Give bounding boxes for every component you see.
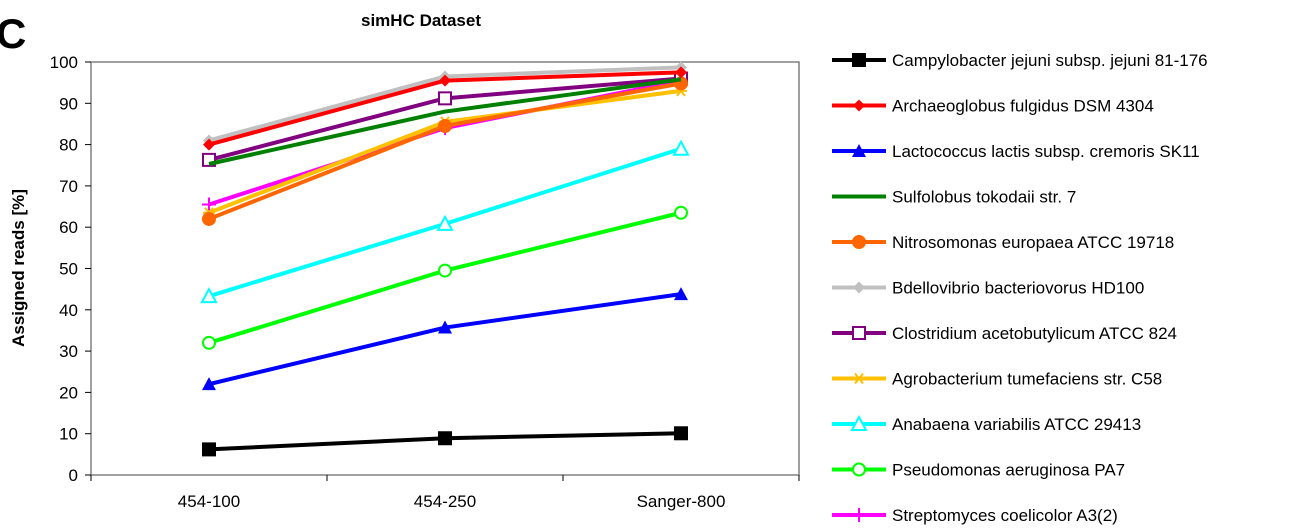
legend-marker (852, 144, 866, 157)
data-point (203, 138, 215, 151)
y-tick-label: 10 (59, 425, 78, 444)
legend-label: Pseudomonas aeruginosa PA7 (892, 461, 1125, 480)
legend-item: Pseudomonas aeruginosa PA7 (832, 461, 1125, 480)
data-point (438, 263, 452, 278)
data-point (674, 426, 688, 441)
data-point (675, 66, 687, 79)
legend-label: Campylobacter jejuni subsp. jejuni 81-17… (892, 51, 1208, 70)
legend-label: Bdellovibrio bacteriovorus HD100 (892, 279, 1144, 298)
legend-item: Anabaena variabilis ATCC 29413 (832, 414, 1141, 434)
legend-marker (852, 508, 866, 522)
legend-item: Clostridium acetobutylicum ATCC 824 (832, 324, 1177, 343)
legend-marker (852, 462, 866, 477)
legend-item: Agrobacterium tumefaciens str. C58 (832, 370, 1162, 389)
legend-marker (852, 326, 866, 340)
chart-title: simHC Dataset (361, 11, 481, 30)
x-tick-label: Sanger-800 (637, 492, 726, 511)
y-tick-label: 20 (59, 383, 78, 402)
y-tick-label: 50 (59, 260, 78, 279)
data-point (436, 214, 454, 231)
y-tick-label: 90 (59, 94, 78, 113)
data-point (674, 205, 688, 220)
y-tick-label: 70 (59, 177, 78, 196)
y-axis-title: Assigned reads [%] (9, 189, 28, 347)
legend-label: Archaeoglobus fulgidus DSM 4304 (892, 97, 1154, 116)
data-point (438, 320, 452, 334)
y-tick-label: 30 (59, 342, 78, 361)
data-point (438, 119, 452, 134)
data-point (674, 287, 688, 301)
data-point (202, 335, 216, 350)
legend-marker (853, 372, 865, 385)
legend-marker (852, 235, 866, 249)
y-tick-label: 40 (59, 301, 78, 320)
legend-label: Anabaena variabilis ATCC 29413 (892, 415, 1141, 434)
legend-item: Lactococcus lactis subsp. cremoris SK11 (832, 142, 1200, 161)
series-8 (200, 139, 690, 304)
series-2 (202, 287, 688, 391)
y-tick-label: 80 (59, 136, 78, 155)
data-point (202, 377, 216, 391)
legend-item: Sulfolobus tokodaii str. 7 (832, 188, 1076, 207)
y-tick-label: 100 (50, 53, 78, 72)
legend-label: Agrobacterium tumefaciens str. C58 (892, 370, 1162, 389)
legend: Campylobacter jejuni subsp. jejuni 81-17… (832, 51, 1208, 525)
legend-item: Archaeoglobus fulgidus DSM 4304 (832, 97, 1154, 116)
legend-item: Campylobacter jejuni subsp. jejuni 81-17… (832, 51, 1208, 70)
y-axis: 0 10 20 30 40 50 60 70 80 90 100 (50, 53, 91, 485)
x-axis: 454-100 454-250 Sanger-800 (90, 475, 800, 511)
legend-label: Nitrosomonas europaea ATCC 19718 (892, 233, 1174, 252)
legend-label: Clostridium acetobutylicum ATCC 824 (892, 324, 1177, 343)
y-tick-label: 0 (69, 466, 78, 485)
legend-label: Streptomyces coelicolor A3(2) (892, 506, 1118, 525)
data-point (202, 197, 216, 212)
data-point (438, 431, 452, 446)
series-group (200, 61, 690, 457)
x-tick-label: 454-100 (178, 492, 240, 511)
legend-label: Sulfolobus tokodaii str. 7 (892, 188, 1076, 207)
series-1 (203, 66, 687, 151)
legend-marker (852, 53, 866, 67)
series-4 (202, 76, 688, 226)
data-point (438, 91, 452, 106)
series-line (208, 77, 682, 166)
legend-item: Streptomyces coelicolor A3(2) (832, 506, 1118, 525)
panel-label: C (0, 10, 26, 57)
legend-marker (850, 414, 868, 431)
legend-marker (853, 99, 865, 112)
legend-item: Bdellovibrio bacteriovorus HD100 (832, 279, 1144, 298)
series-0 (202, 426, 688, 457)
data-point (200, 287, 218, 304)
legend-label: Lactococcus lactis subsp. cremoris SK11 (892, 142, 1200, 161)
data-point (439, 74, 451, 87)
legend-item: Nitrosomonas europaea ATCC 19718 (832, 233, 1174, 252)
x-tick-label: 454-250 (414, 492, 476, 511)
data-point (672, 139, 690, 156)
legend-marker (853, 281, 865, 294)
series-9 (202, 205, 688, 350)
data-point (202, 211, 216, 226)
y-tick-label: 60 (59, 218, 78, 237)
data-point (202, 442, 216, 457)
series-3 (208, 77, 682, 166)
